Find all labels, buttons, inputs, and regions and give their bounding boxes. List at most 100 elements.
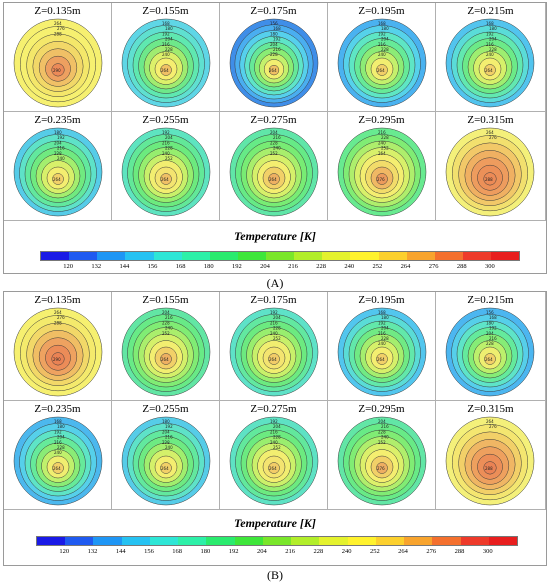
colorbar-tick-label: 180 <box>203 263 214 270</box>
contour-label: 204 <box>489 37 497 42</box>
colorbar-swatch <box>375 537 405 545</box>
colorbar-swatch <box>460 537 489 545</box>
colorbar-tick-label: 132 <box>91 263 102 270</box>
colorbar-a <box>40 251 520 261</box>
contour-label: 216 <box>378 130 386 135</box>
colorbar-tick-label: 192 <box>231 263 242 270</box>
colorbar-swatch <box>404 537 433 545</box>
contour-center-label: 264 <box>269 177 277 182</box>
contour-cell: 264 276 288 Z=0.315m <box>436 401 546 510</box>
colorbar-swatch <box>121 537 150 545</box>
contour-center-label: 264 <box>485 357 493 362</box>
colorbar-tick-label: 168 <box>172 548 183 555</box>
contour-band <box>51 63 65 77</box>
colorbar-tick-label: 288 <box>456 263 467 270</box>
colorbar-tick-label: 120 <box>59 548 70 555</box>
colorbar-swatch <box>291 537 320 545</box>
contour-center-label: 264 <box>53 466 61 471</box>
colorbar-tick-label: 276 <box>428 263 439 270</box>
contour-label: 216 <box>273 135 281 140</box>
contour-cell: 204 216 228 240 252 264 Z=0.275m <box>220 112 328 221</box>
contour-cell: 264 276 288 290 Z=0.135m <box>4 3 112 112</box>
contour-label: 228 <box>381 336 389 341</box>
contour-label: 204 <box>486 331 494 336</box>
contour-cell: 156 168 180 192 204 216 228 264 Z=0.175m <box>220 3 328 112</box>
contour-band <box>52 173 64 185</box>
colorbar-swatch <box>65 537 94 545</box>
contour-label: 288 <box>54 31 62 36</box>
contour-label: 228 <box>165 146 173 151</box>
contour-band <box>160 353 172 365</box>
contour-label: 216 <box>378 331 386 336</box>
contour-label: 240 <box>378 52 386 57</box>
contour-label: 240 <box>378 341 386 346</box>
z-position-label: Z=0.255m <box>142 114 189 126</box>
colorbar-swatch <box>206 537 235 545</box>
z-position-label: Z=0.275m <box>250 403 297 415</box>
contour-label: 228 <box>165 47 173 52</box>
contour-label: 216 <box>165 315 173 320</box>
contour-center-label: 264 <box>161 68 169 73</box>
panel-b: 264 276 288 290 Z=0.135m 204 216 228 240 252 264 Z=… <box>3 291 547 566</box>
contour-band <box>376 462 388 474</box>
colorbar-tick-label: 300 <box>485 263 495 270</box>
contour-label: 204 <box>162 429 170 434</box>
colorbar-swatch <box>97 252 126 260</box>
z-position-label: Z=0.235m <box>34 114 81 126</box>
colorbar-tick-label: 132 <box>87 548 98 555</box>
z-position-label: Z=0.195m <box>358 294 405 306</box>
z-position-label: Z=0.315m <box>467 114 514 126</box>
colorbar-tick-label: 216 <box>288 263 298 270</box>
contour-label: 240 <box>162 52 170 57</box>
colorbar-swatch <box>350 252 379 260</box>
contour-label: 204 <box>54 140 62 145</box>
contour-label: 192 <box>378 31 386 36</box>
colorbar-tick-label: 228 <box>313 548 324 555</box>
colorbar-swatch <box>462 252 491 260</box>
contour-label: 252 <box>273 445 281 450</box>
contour-label: 264 <box>378 151 386 156</box>
colorbar-tick-label: 276 <box>426 548 437 555</box>
contour-center-label: 264 <box>161 177 169 182</box>
colorbar-tick-label: 204 <box>260 263 270 270</box>
contour-center-label: 264 <box>53 177 61 182</box>
contour-label: 192 <box>165 424 173 429</box>
colorbar-swatch <box>37 537 66 545</box>
contour-label: 192 <box>270 310 278 315</box>
caption-a: (A) <box>266 276 284 290</box>
contour-cell: 192 204 216 228 240 252 264 Z=0.255m <box>112 112 220 221</box>
contour-band <box>268 64 280 76</box>
contour-label: 180 <box>381 26 389 31</box>
contour-band <box>483 461 497 475</box>
contour-label: 192 <box>378 320 386 325</box>
colorbar-swatch <box>234 537 263 545</box>
contour-label: 228 <box>270 52 278 57</box>
colorbar-swatch <box>488 537 517 545</box>
contour-grid-b: 264 276 288 290 Z=0.135m 204 216 228 240 252 264 Z=… <box>4 292 546 510</box>
colorbar-tick-label: 288 <box>454 548 465 555</box>
colorbar-tick-label: 156 <box>144 548 154 555</box>
contour-label: 228 <box>57 445 65 450</box>
contour-label: 180 <box>489 26 497 31</box>
contour-center-label: 264 <box>485 68 493 73</box>
colorbar-swatch <box>149 537 179 545</box>
contour-center-label: 264 <box>269 68 277 73</box>
z-position-label: Z=0.175m <box>250 5 297 17</box>
contour-label: 252 <box>162 331 170 336</box>
contour-label: 276 <box>57 315 65 320</box>
contour-label: 228 <box>381 135 389 140</box>
contour-label: 168 <box>378 21 386 26</box>
colorbar-swatch <box>406 252 435 260</box>
colorbar-ticks-b: 120 132 144 156 168 180 192 204 216 228 240 252 264 2… <box>36 548 518 558</box>
